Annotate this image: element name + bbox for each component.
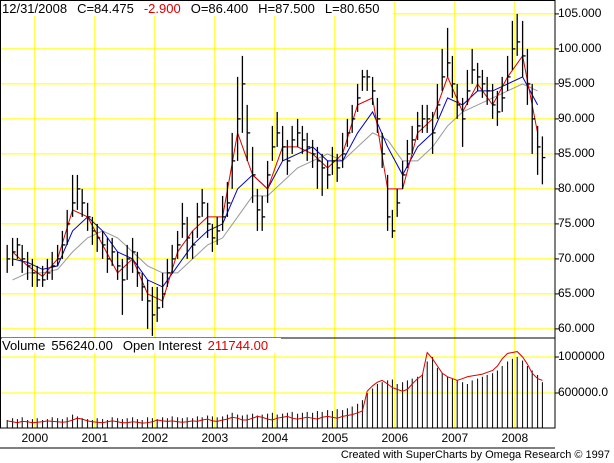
moving-average-line [12,54,539,302]
volume-label: Volume [2,338,46,353]
y-tick-label: 1000000 [558,349,605,363]
x-tick-label: 2005 [321,431,348,445]
low-text: L=80.650 [324,1,380,16]
oi-value: 211744.00 [207,338,269,353]
x-tick-label: 2002 [141,431,168,445]
change-text: -2.900 [143,1,181,16]
y-tick-label: 90.000 [558,111,595,125]
x-tick-label: 2008 [501,431,528,445]
y-tick-label: 75.000 [558,216,595,230]
x-tick-label: 2000 [21,431,48,445]
high-text: H=87.500 [258,1,315,16]
open-interest-line [7,351,543,424]
volume-value: 556240.00 [51,338,113,353]
date: 12/31/2008 [2,1,68,16]
y-tick-label: 60.000 [558,321,595,335]
x-tick-label: 2003 [201,431,228,445]
y-tick-label: 70.000 [558,251,595,265]
y-tick-label: 80.000 [558,181,595,195]
y-tick-label: 600000.0 [558,385,608,399]
x-tick-label: 2006 [381,431,408,445]
x-tick-label: 2007 [441,431,468,445]
close-text: C=84.475 [77,1,134,16]
x-tick-label: 2001 [81,431,108,445]
y-tick-label: 65.000 [558,286,595,300]
footer: Created with SuperCharts by Omega Resear… [341,449,610,461]
y-tick-label: 105.000 [558,6,602,20]
plot-frame [0,0,556,429]
quote-header: 12/31/2008 C=84.475 -2.900 O=86.400 H=87.500… [2,1,393,16]
y-tick-label: 85.000 [558,146,595,160]
oi-label: Open Interest [122,338,202,353]
moving-average-line [12,83,538,281]
open-text: O=86.400 [190,1,249,16]
moving-average-line [12,76,539,288]
x-tick-label: 2004 [261,431,288,445]
volume-header: Volume 556240.00 Open Interest 211744.00 [2,338,282,353]
y-tick-label: 100.000 [558,41,602,55]
y-tick-label: 95.000 [558,76,595,90]
